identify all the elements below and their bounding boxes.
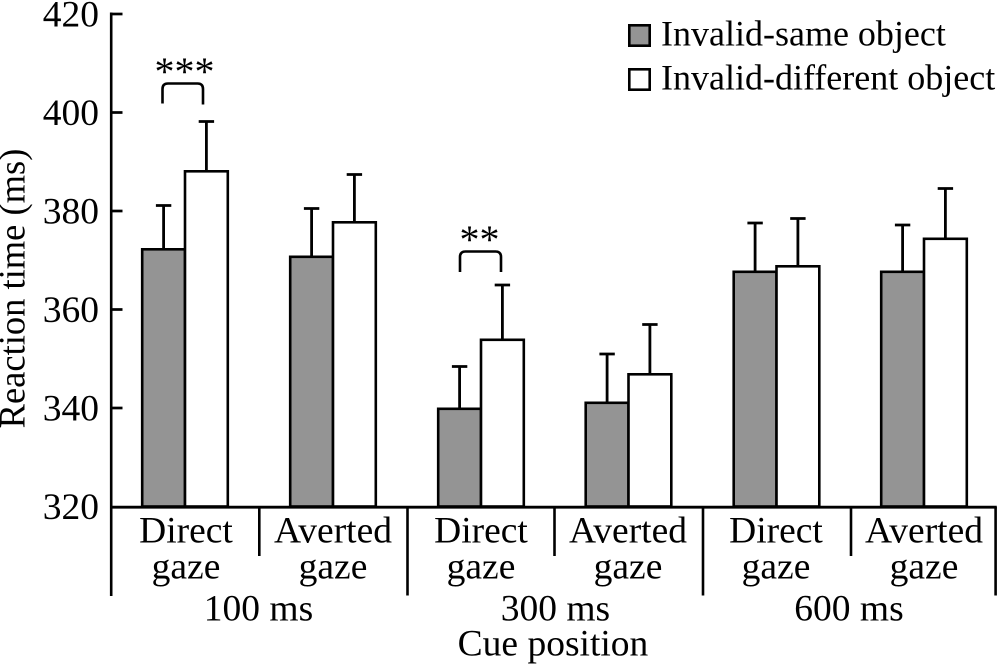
svg-text:gaze: gaze	[447, 547, 516, 588]
svg-text:600 ms: 600 ms	[794, 589, 903, 630]
svg-text:Averted: Averted	[569, 511, 687, 552]
svg-text:Averted: Averted	[274, 511, 392, 552]
svg-text:400: 400	[43, 93, 99, 134]
svg-text:Cue position: Cue position	[458, 624, 649, 665]
svg-text:Direct: Direct	[139, 511, 233, 552]
svg-text:360: 360	[43, 290, 99, 331]
svg-text:***: ***	[155, 49, 215, 94]
svg-text:340: 340	[43, 389, 99, 430]
svg-text:300 ms: 300 ms	[501, 589, 610, 630]
svg-text:gaze: gaze	[152, 547, 221, 588]
svg-text:Invalid-different object: Invalid-different object	[661, 58, 995, 98]
svg-text:100 ms: 100 ms	[204, 589, 313, 630]
svg-text:Direct: Direct	[729, 511, 823, 552]
svg-text:420: 420	[43, 0, 99, 36]
svg-text:gaze: gaze	[742, 547, 811, 588]
svg-text:gaze: gaze	[890, 547, 959, 588]
svg-text:320: 320	[43, 487, 99, 528]
svg-text:**: **	[460, 217, 500, 262]
svg-text:Direct: Direct	[434, 511, 528, 552]
svg-text:gaze: gaze	[594, 547, 663, 588]
svg-text:Averted: Averted	[865, 511, 983, 552]
svg-text:380: 380	[43, 192, 99, 233]
svg-text:Invalid-same object: Invalid-same object	[661, 14, 946, 54]
svg-text:gaze: gaze	[299, 547, 368, 588]
svg-text:Reaction time (ms): Reaction time (ms)	[0, 149, 33, 429]
